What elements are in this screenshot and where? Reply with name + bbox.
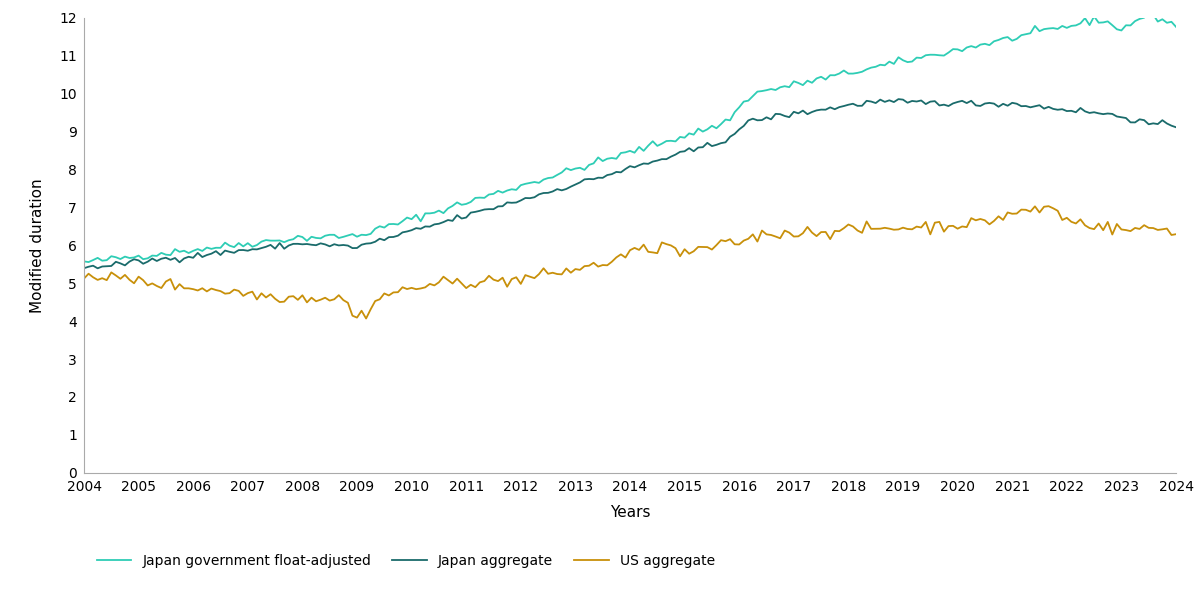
Japan government float-adjusted xyxy=(704,122,719,129)
Japan aggregate xyxy=(1164,122,1178,129)
Japan government float-adjusted xyxy=(77,258,91,265)
Japan aggregate xyxy=(204,250,218,257)
US aggregate xyxy=(887,226,901,233)
Japan aggregate xyxy=(90,265,104,272)
Japan aggregate xyxy=(704,142,719,150)
Japan aggregate xyxy=(892,96,906,103)
Japan government float-adjusted xyxy=(887,60,901,67)
US aggregate xyxy=(496,274,510,281)
Japan government float-adjusted xyxy=(496,189,510,196)
Japan government float-adjusted xyxy=(1141,7,1156,14)
Japan government float-adjusted xyxy=(82,258,96,265)
US aggregate xyxy=(1042,203,1056,210)
US aggregate xyxy=(359,315,373,322)
Japan aggregate xyxy=(77,265,91,272)
US aggregate xyxy=(1164,232,1178,239)
US aggregate xyxy=(77,275,91,282)
Line: Japan government float-adjusted: Japan government float-adjusted xyxy=(84,10,1176,262)
Japan government float-adjusted xyxy=(960,44,974,51)
US aggregate xyxy=(704,246,719,253)
US aggregate xyxy=(199,288,214,295)
Line: Japan aggregate: Japan aggregate xyxy=(84,99,1176,268)
Japan aggregate xyxy=(496,203,510,210)
US aggregate xyxy=(1169,230,1183,238)
Line: US aggregate: US aggregate xyxy=(84,206,1176,319)
US aggregate xyxy=(960,223,974,230)
X-axis label: Years: Years xyxy=(610,505,650,520)
Japan aggregate xyxy=(887,99,901,106)
Legend: Japan government float-adjusted, Japan aggregate, US aggregate: Japan government float-adjusted, Japan a… xyxy=(91,548,720,573)
Japan aggregate xyxy=(964,98,978,105)
Japan government float-adjusted xyxy=(204,245,218,252)
Japan government float-adjusted xyxy=(1169,23,1183,30)
Japan aggregate xyxy=(1169,124,1183,131)
Y-axis label: Modified duration: Modified duration xyxy=(30,178,46,313)
Japan government float-adjusted xyxy=(1164,18,1178,25)
